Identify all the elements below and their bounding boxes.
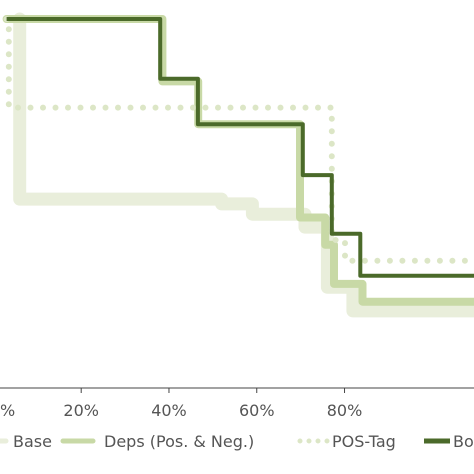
series-line-3 — [6, 17, 474, 278]
x-tick-label: 40% — [151, 401, 187, 420]
x-tick-label: 60% — [239, 401, 275, 420]
legend: Base Deps (Pos. & Neg.) POS-Tag Bo — [0, 432, 474, 451]
x-axis: % 20% 40% 60% 80% — [0, 387, 474, 420]
x-tick-label: 80% — [327, 401, 363, 420]
legend-label-2: POS-Tag — [332, 432, 396, 451]
legend-label-0: Base — [13, 432, 52, 451]
x-tick-label: % — [0, 401, 15, 420]
series-line-0 — [13, 12, 474, 318]
legend-label-1: Deps (Pos. & Neg.) — [104, 432, 254, 451]
x-tick-label: 20% — [63, 401, 99, 420]
legend-label-3: Bo — [453, 432, 474, 451]
plot-area — [2, 12, 474, 318]
series-line-1 — [2, 15, 474, 306]
series-line-2 — [3, 16, 474, 264]
